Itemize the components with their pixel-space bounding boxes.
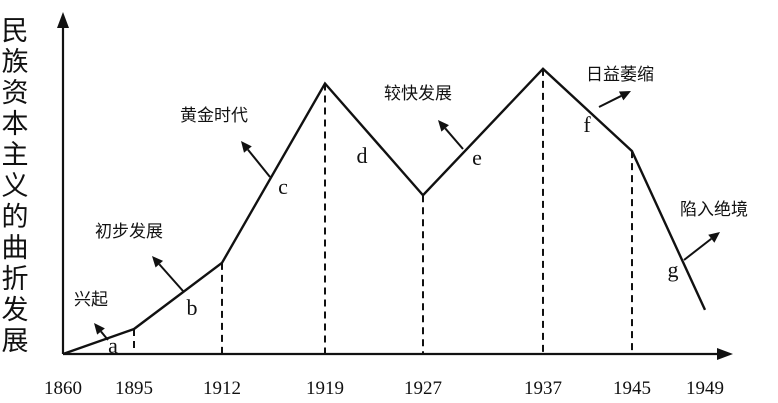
series-polyline bbox=[62, 67, 707, 356]
x-tick-1919: 1919 bbox=[306, 378, 344, 399]
segment-label-d: d bbox=[357, 143, 368, 168]
annotation-text-g: 陷入绝境 bbox=[680, 200, 748, 220]
annotation-text-e: 较快发展 bbox=[384, 84, 452, 104]
series-line bbox=[62, 67, 707, 356]
x-tick-1927: 1927 bbox=[404, 378, 442, 399]
x-tick-1945: 1945 bbox=[613, 378, 651, 399]
segment-label-b: b bbox=[187, 295, 198, 320]
annotation-arrow-a-shaft bbox=[100, 330, 109, 341]
segment-label-c: c bbox=[278, 174, 288, 199]
y-label-char: 义 bbox=[2, 171, 29, 202]
segment-label-a: a bbox=[108, 333, 118, 358]
y-label-char: 本 bbox=[2, 109, 29, 140]
annotation-arrow-c-shaft bbox=[247, 148, 271, 178]
annotation-text-f: 日益萎缩 bbox=[586, 65, 654, 85]
annotation-arrow-g-shaft bbox=[683, 237, 712, 261]
annotation-arrow-b-head bbox=[152, 256, 164, 268]
y-label-char: 折 bbox=[2, 264, 29, 295]
annotation-text-c: 黄金时代 bbox=[180, 106, 248, 126]
x-tick-1860: 1860 bbox=[44, 378, 82, 399]
dashed-guides bbox=[133, 68, 633, 354]
annotation-text-b: 初步发展 bbox=[95, 222, 163, 242]
y-label-char: 民 bbox=[2, 16, 29, 47]
segment-label-g: g bbox=[668, 257, 679, 282]
x-tick-1937: 1937 bbox=[524, 378, 562, 399]
y-label-char: 族 bbox=[2, 47, 29, 78]
x-tick-1895: 1895 bbox=[115, 378, 153, 399]
annotation-arrow-c-head bbox=[241, 141, 252, 153]
y-label-char: 展 bbox=[2, 326, 29, 357]
annotation-arrow-b-shaft bbox=[158, 263, 184, 292]
axes bbox=[57, 12, 733, 360]
y-label-char: 发 bbox=[2, 295, 29, 326]
segment-label-f: f bbox=[583, 112, 591, 137]
annotation-arrow-a-head bbox=[94, 323, 105, 335]
x-axis-arrow bbox=[717, 348, 733, 360]
annotation-arrow-f-shaft bbox=[598, 95, 622, 108]
segment-label-e: e bbox=[472, 145, 482, 170]
segment-labels: a b c d e f g bbox=[108, 112, 678, 358]
annotation-arrow-g-head bbox=[708, 232, 720, 243]
annotation-text-a: 兴起 bbox=[74, 290, 108, 310]
annotation-arrow-e-head bbox=[438, 120, 449, 132]
y-label-char: 主 bbox=[2, 140, 29, 171]
x-tick-1949: 1949 bbox=[686, 378, 724, 399]
y-label-char: 资 bbox=[2, 78, 29, 109]
annotation-arrow-e-shaft bbox=[444, 127, 464, 150]
y-label-char: 曲 bbox=[2, 233, 29, 264]
y-axis-arrow bbox=[57, 12, 69, 28]
x-tick-1912: 1912 bbox=[203, 378, 241, 399]
annotation-arrow-f-head bbox=[618, 91, 631, 101]
x-tick-labels: 1860 1895 1912 1919 1927 1937 1945 1949 bbox=[44, 378, 724, 399]
y-label-char: 的 bbox=[2, 202, 29, 233]
